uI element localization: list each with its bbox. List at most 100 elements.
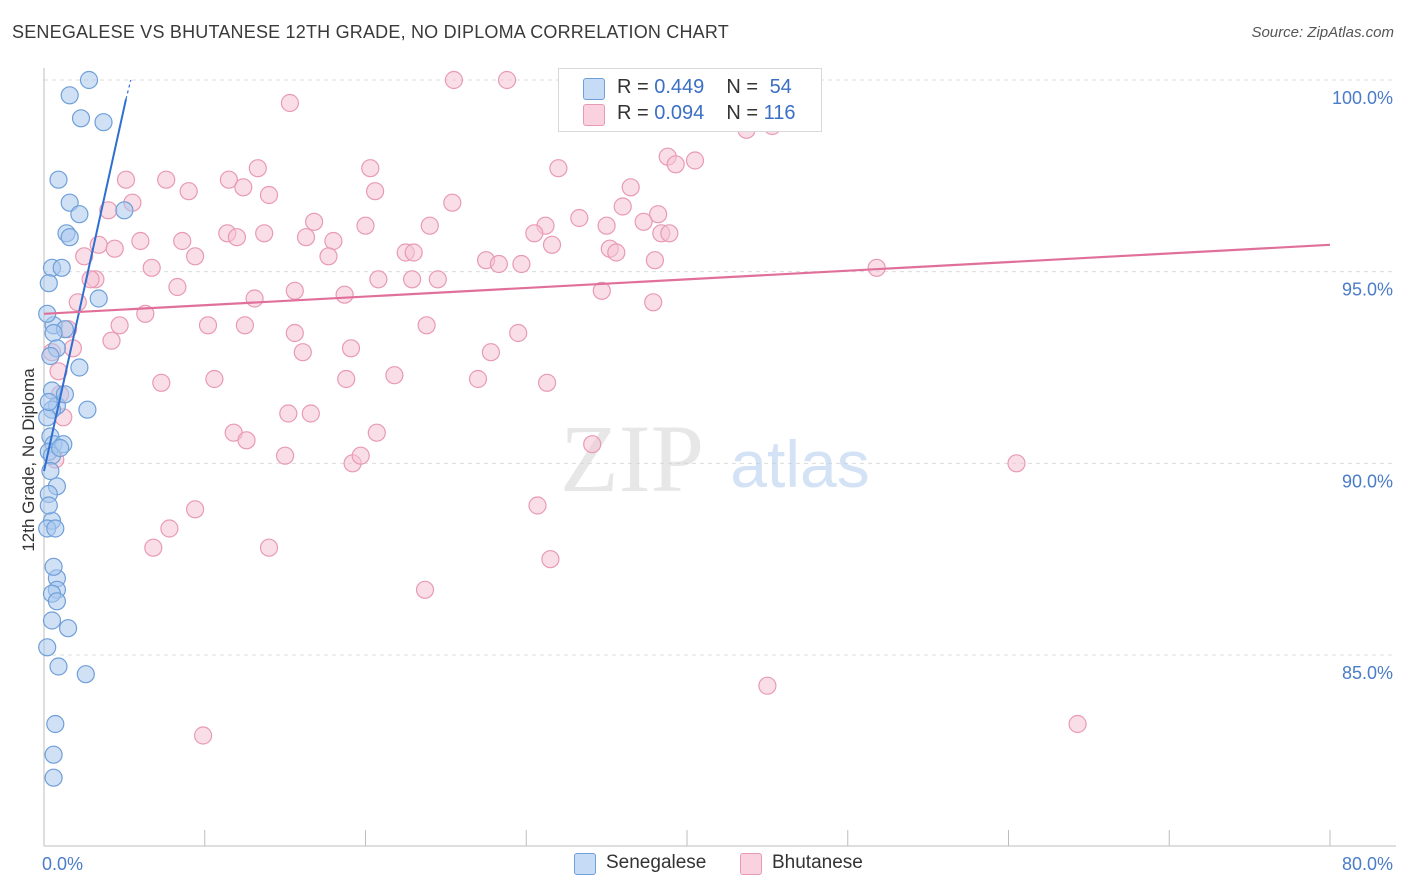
bhutanese-point[interactable] (369, 270, 388, 289)
bhutanese-point[interactable] (468, 369, 488, 389)
senegalese-point[interactable] (70, 205, 89, 224)
bhutanese-point[interactable] (259, 538, 279, 557)
bhutanese-point[interactable] (280, 93, 299, 113)
bhutanese-point[interactable] (75, 247, 94, 266)
bhutanese-point[interactable] (68, 293, 87, 312)
bhutanese-point[interactable] (131, 231, 150, 251)
bhutanese-point[interactable] (415, 580, 435, 599)
senegalese-point[interactable] (60, 228, 79, 247)
bhutanese-point[interactable] (542, 235, 562, 254)
senegalese-point[interactable] (44, 768, 63, 787)
bhutanese-point[interactable] (293, 343, 312, 362)
senegalese-point[interactable] (42, 611, 62, 630)
senegalese-point[interactable] (44, 557, 63, 576)
bhutanese-point[interactable] (351, 446, 370, 465)
bhutanese-point[interactable] (194, 726, 213, 745)
senegalese-point[interactable] (41, 346, 60, 366)
senegalese-point[interactable] (44, 323, 63, 343)
bhutanese-point[interactable] (404, 243, 423, 262)
senegalese-point[interactable] (71, 109, 91, 128)
bhutanese-point[interactable] (248, 159, 267, 178)
senegalese-point[interactable] (46, 714, 65, 734)
senegalese-point[interactable] (79, 70, 99, 90)
bhutanese-point[interactable] (509, 323, 528, 343)
bhutanese-point[interactable] (168, 277, 187, 297)
bhutanese-point[interactable] (186, 500, 205, 519)
bhutanese-point[interactable] (489, 254, 508, 274)
senegalese-point[interactable] (58, 619, 78, 638)
bhutanese-point[interactable] (583, 435, 602, 454)
bhutanese-point[interactable] (116, 170, 136, 189)
bhutanese-point[interactable] (660, 224, 679, 243)
bhutanese-point[interactable] (305, 212, 324, 231)
bhutanese-point[interactable] (403, 270, 422, 289)
bhutanese-point[interactable] (255, 224, 274, 243)
bhutanese-point[interactable] (356, 216, 375, 235)
senegalese-point[interactable] (38, 408, 57, 427)
bhutanese-point[interactable] (237, 431, 256, 450)
bhutanese-point[interactable] (324, 231, 343, 251)
bhutanese-point[interactable] (666, 155, 685, 174)
bhutanese-point[interactable] (234, 178, 253, 197)
bhutanese-point[interactable] (337, 369, 356, 389)
senegalese-point[interactable] (70, 358, 89, 377)
bhutanese-point[interactable] (512, 254, 531, 274)
bhutanese-point[interactable] (648, 205, 668, 224)
bhutanese-point[interactable] (444, 70, 463, 90)
senegalese-point[interactable] (52, 258, 71, 277)
bhutanese-point[interactable] (758, 676, 777, 695)
bhutanese-point[interactable] (634, 212, 653, 231)
bhutanese-point[interactable] (367, 423, 386, 442)
bhutanese-point[interactable] (198, 316, 218, 335)
bhutanese-point[interactable] (259, 185, 279, 205)
bhutanese-point[interactable] (341, 339, 361, 358)
bhutanese-point[interactable] (481, 343, 500, 362)
bhutanese-point[interactable] (319, 247, 338, 266)
senegalese-point[interactable] (47, 592, 67, 611)
bhutanese-point[interactable] (110, 316, 129, 335)
senegalese-point[interactable] (49, 170, 68, 189)
bhutanese-point[interactable] (279, 404, 298, 423)
bhutanese-point[interactable] (443, 193, 462, 212)
bhutanese-point[interactable] (285, 323, 304, 343)
bhutanese-point[interactable] (1007, 454, 1026, 473)
bhutanese-point[interactable] (644, 293, 663, 312)
senegalese-point[interactable] (41, 461, 60, 481)
bhutanese-point[interactable] (428, 270, 447, 289)
senegalese-point[interactable] (76, 665, 95, 684)
bhutanese-point[interactable] (227, 228, 246, 247)
senegalese-point[interactable] (46, 519, 65, 538)
bhutanese-point[interactable] (685, 151, 705, 170)
bhutanese-point[interactable] (245, 289, 264, 308)
bhutanese-point[interactable] (361, 159, 380, 178)
bhutanese-point[interactable] (285, 281, 304, 300)
senegalese-point[interactable] (44, 745, 63, 764)
bhutanese-point[interactable] (105, 239, 124, 258)
bhutanese-point[interactable] (219, 170, 238, 189)
bhutanese-point[interactable] (497, 70, 517, 90)
senegalese-point[interactable] (94, 113, 113, 132)
bhutanese-point[interactable] (607, 243, 626, 262)
senegalese-point[interactable] (39, 392, 58, 412)
bhutanese-point[interactable] (301, 404, 320, 423)
bhutanese-point[interactable] (186, 247, 205, 266)
bhutanese-point[interactable] (537, 373, 557, 392)
bhutanese-point[interactable] (160, 519, 179, 538)
bhutanese-point[interactable] (645, 251, 665, 270)
bhutanese-point[interactable] (152, 373, 171, 392)
senegalese-point[interactable] (115, 201, 134, 220)
bhutanese-point[interactable] (528, 496, 547, 515)
bhutanese-point[interactable] (157, 170, 176, 189)
senegalese-point[interactable] (89, 289, 108, 308)
bhutanese-point[interactable] (541, 550, 560, 569)
bhutanese-point[interactable] (613, 197, 632, 216)
bhutanese-point[interactable] (144, 538, 163, 557)
bhutanese-point[interactable] (385, 366, 404, 385)
bhutanese-point[interactable] (570, 208, 589, 228)
bhutanese-point[interactable] (621, 178, 640, 197)
bhutanese-point[interactable] (296, 228, 316, 247)
senegalese-point[interactable] (38, 638, 57, 657)
bhutanese-point[interactable] (597, 216, 616, 235)
bhutanese-point[interactable] (335, 285, 354, 304)
bhutanese-point[interactable] (549, 159, 568, 178)
